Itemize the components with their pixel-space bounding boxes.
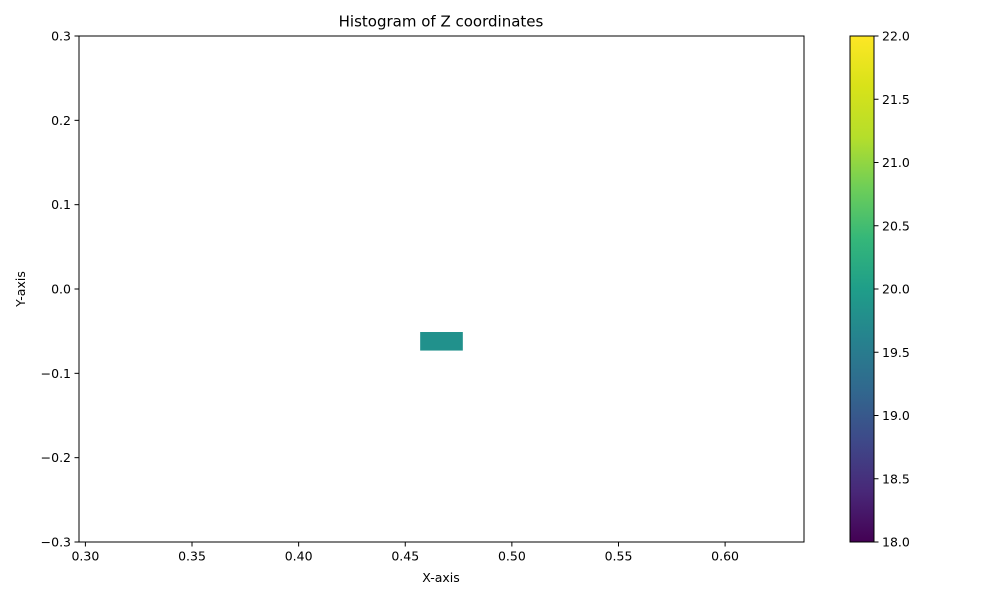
plot-background [79,36,804,542]
heatmap-cells [420,332,463,351]
y-axis-label: Y-axis [13,271,28,308]
colorbar-tick-label: 18.5 [882,471,910,486]
y-tick-label: −0.1 [41,366,71,381]
x-tick-label: 0.40 [285,549,313,564]
y-tick-label: 0.1 [51,197,71,212]
x-tick-label: 0.30 [71,549,99,564]
x-tick-label: 0.35 [178,549,206,564]
colorbar-tick-label: 19.5 [882,345,910,360]
y-tick-label: −0.2 [41,450,71,465]
x-tick-label: 0.45 [391,549,419,564]
heatmap-cell [420,332,463,351]
x-tick-label: 0.50 [498,549,526,564]
y-tick-label: 0.2 [51,113,71,128]
colorbar-tick-label: 21.5 [882,92,910,107]
colorbar-ticks: 18.0 18.5 19.0 19.5 20.0 20.5 21.0 21.5 22.0 [874,29,910,550]
colorbar-tick-label: 22.0 [882,29,910,44]
x-axis-ticks: 0.30 0.35 0.40 0.45 0.50 0.55 0.60 [71,542,739,564]
chart-title: Histogram of Z coordinates [339,13,544,31]
x-tick-label: 0.60 [711,549,739,564]
colorbar-tick-label: 20.5 [882,218,910,233]
colorbar-tick-label: 21.0 [882,155,910,170]
y-tick-label: −0.3 [41,535,71,550]
colorbar-tick-label: 20.0 [882,282,910,297]
y-tick-label: 0.0 [51,282,71,297]
colorbar-gradient [849,35,875,543]
plot-area [78,35,805,543]
colorbar-tick-label: 19.0 [882,408,910,423]
colorbar: 18.0 18.5 19.0 19.5 20.0 20.5 21.0 21.5 22.0 [849,29,910,550]
y-axis-ticks: −0.3 −0.2 −0.1 0.0 0.1 0.2 0.3 [41,29,79,550]
y-tick-label: 0.3 [51,29,71,44]
x-tick-label: 0.55 [605,549,633,564]
colorbar-tick-label: 18.0 [882,535,910,550]
x-axis-label: X-axis [422,570,460,585]
